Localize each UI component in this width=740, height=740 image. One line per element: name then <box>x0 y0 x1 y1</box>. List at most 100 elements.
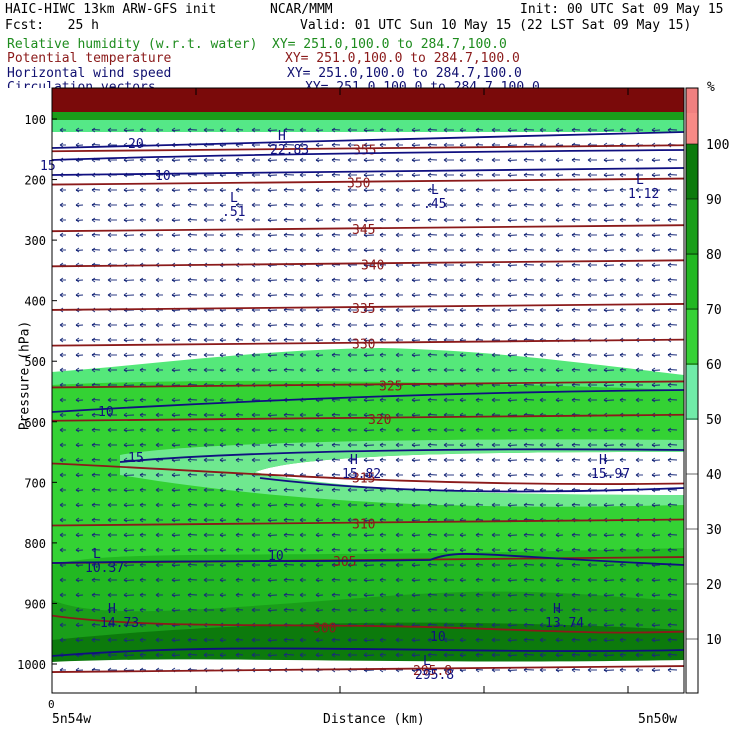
y-tick-label: 200 <box>24 174 46 188</box>
extremum-value: 15.82 <box>342 467 381 482</box>
theta-label: 315 <box>352 471 375 486</box>
colorbar-label: 70 <box>706 303 722 318</box>
colorbar-swatch <box>686 144 698 199</box>
extremum-value: .51 <box>222 205 245 220</box>
extremum-marker: H <box>599 453 607 468</box>
right-location: 5n50w <box>638 712 678 727</box>
y-axis: 100 200 300 400 500 600 700 800 900 1000 <box>17 113 57 672</box>
theta-label: 330 <box>352 338 375 353</box>
theta-label: 340 <box>361 258 384 273</box>
colorbar-swatch <box>686 420 698 693</box>
y-axis-label: Pressure (hPa) <box>17 320 33 431</box>
model-title: HAIC-HIWC 13km ARW-GFS init <box>5 2 217 17</box>
colorbar-label: 90 <box>706 193 722 208</box>
theta-line <box>51 177 685 186</box>
y-tick-label: 500 <box>24 355 46 369</box>
extremum-marker: H <box>553 602 561 617</box>
wind-speed-label: 10 <box>98 405 114 420</box>
x-axis <box>51 88 629 693</box>
field-vectors-name: Circulation vectors <box>7 80 156 88</box>
field-wind-name: Horizontal wind speed <box>7 66 172 81</box>
left-location: 5n54w <box>52 712 92 727</box>
field-rh-xy: XY= 251.0,100.0 to 284.7,100.0 <box>272 37 507 52</box>
extremum-value: 14.73 <box>100 616 139 631</box>
wind-speed-line <box>51 553 685 566</box>
extremum-marker: H <box>350 453 358 468</box>
colorbar-label: 20 <box>706 578 722 593</box>
extremum-marker: L <box>93 547 101 562</box>
wind-contours: 20 15 10 10 15 10 10 <box>40 131 685 657</box>
extremum-marker: H <box>278 129 286 144</box>
y-tick-label: 1000 <box>17 658 46 672</box>
wind-speed-line <box>51 149 685 161</box>
y-tick-label: 900 <box>24 597 46 611</box>
theta-line <box>51 224 685 233</box>
extremum-value: 13.74 <box>545 616 584 631</box>
center-label: NCAR/MMM <box>270 2 333 17</box>
colorbar-label: 80 <box>706 248 722 263</box>
theta-line <box>51 380 685 389</box>
colorbar-swatch <box>686 310 698 365</box>
theta-label: 335 <box>352 302 375 317</box>
wind-speed-label: 20 <box>128 137 144 152</box>
extremum-value: 22.83 <box>270 143 309 158</box>
theta-label: 325 <box>379 379 402 394</box>
extremum-value: 1.12 <box>628 187 659 202</box>
extremum-value: 15.97 <box>591 467 630 482</box>
theta-line <box>51 338 685 347</box>
theta-line <box>51 665 685 673</box>
theta-line <box>51 303 685 311</box>
y-tick-label: 600 <box>24 416 46 430</box>
theta-line <box>51 144 685 153</box>
field-theta-xy: XY= 251.0,100.0 to 284.7,100.0 <box>285 51 520 66</box>
colorbar-label: 50 <box>706 413 722 428</box>
y-tick-label: 700 <box>24 476 46 490</box>
theta-line <box>51 413 685 422</box>
init-label: Init: 00 UTC Sat 09 May 15 <box>520 2 724 17</box>
wind-speed-label: 10 <box>155 169 171 184</box>
y-tick-label: 800 <box>24 537 46 551</box>
colorbar-swatch <box>686 365 698 420</box>
colorbar-label: 30 <box>706 523 722 538</box>
theta-contours: 355 350 345 340 335 330 325 320 315 310 305 300 295.… <box>51 143 685 679</box>
extremum-marker: H <box>108 602 116 617</box>
forecast-hour: Fcst: 25 h <box>5 18 99 33</box>
wind-speed-label: 15 <box>40 159 56 174</box>
colorbar-swatch <box>686 113 698 144</box>
plot-frame <box>51 87 685 694</box>
extremum-marker: L <box>423 654 431 669</box>
theta-line <box>51 462 685 485</box>
theta-line <box>51 259 685 268</box>
circulation-vectors <box>59 127 678 673</box>
colorbar-unit: % <box>707 80 715 95</box>
extremum-marker: L <box>636 173 644 188</box>
extremum-marker: L <box>230 191 238 206</box>
colorbar-swatch <box>686 88 698 113</box>
field-wind-xy: XY= 251.0,100.0 to 284.7,100.0 <box>287 66 522 81</box>
colorbar-label: 10 <box>706 633 722 648</box>
extrema-labels: H22.83L.51L.45L1.12H15.82H15.97L10.37H14… <box>85 129 659 683</box>
y-tick-label: 400 <box>24 295 46 309</box>
theta-label: 355 <box>353 143 376 158</box>
wind-speed-line <box>51 647 685 657</box>
wind-speed-line <box>119 448 685 493</box>
y-tick-label: 100 <box>24 113 46 127</box>
theta-label: 350 <box>347 177 370 192</box>
extremum-marker: L <box>431 183 439 198</box>
theta-label: 295.8 <box>413 664 452 679</box>
colorbar-swatch <box>686 255 698 310</box>
y-tick-label: 300 <box>24 234 46 248</box>
theta-line <box>51 614 685 634</box>
x-start-label: 0 <box>48 698 55 711</box>
theta-label: 305 <box>333 555 356 570</box>
x-axis-label: Distance (km) <box>323 712 425 727</box>
colorbar: 100 90 80 70 60 50 40 30 20 10 <box>685 87 729 694</box>
theta-label: 300 <box>313 622 336 637</box>
theta-line <box>51 518 685 527</box>
wind-speed-line <box>51 389 685 413</box>
extremum-value: .45 <box>423 197 446 212</box>
extremum-value: 295.8 <box>415 668 454 683</box>
wind-speed-label: 10 <box>268 549 284 564</box>
theta-label: 310 <box>352 518 375 533</box>
theta-label: 345 <box>352 223 375 238</box>
